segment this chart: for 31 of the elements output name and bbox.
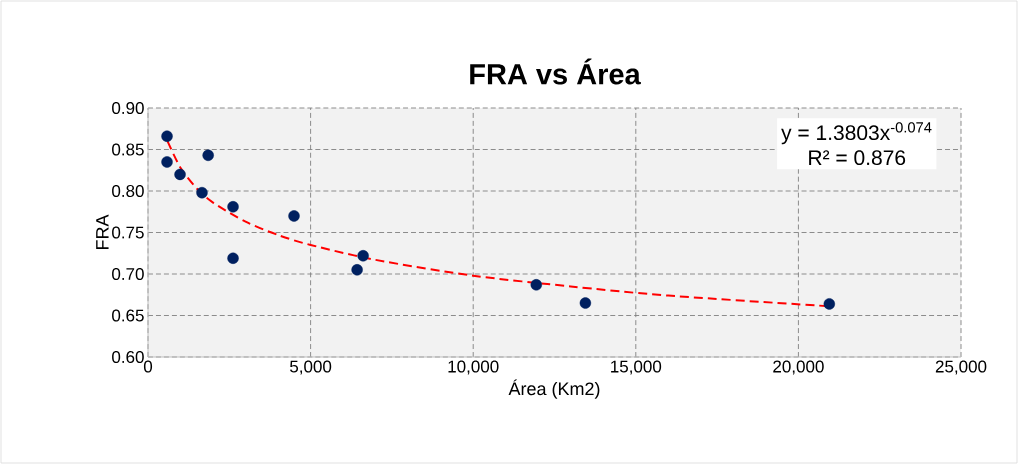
y-tick-label: 0.70	[112, 267, 144, 281]
point	[227, 201, 239, 213]
point	[351, 264, 363, 276]
y-tick-label: 0.65	[112, 309, 144, 322]
x-tick-label: 15,000	[611, 360, 662, 375]
point	[530, 279, 542, 291]
y-tick-label: 0.75	[112, 226, 144, 239]
x-tick-label: 20,000	[773, 360, 824, 375]
y-tick-label: 0.85	[112, 143, 144, 156]
point	[202, 149, 214, 162]
point	[161, 130, 173, 142]
y-tick-label: 0.90	[112, 101, 144, 115]
y-tick-label: 0.80	[112, 184, 144, 198]
x-tick-label: 0	[143, 360, 153, 373]
point	[579, 297, 592, 309]
x-axis-title: Área (Km2)	[508, 379, 600, 399]
chart-title: FRA vs Área	[470, 58, 641, 85]
point	[227, 252, 239, 264]
y-axis-title: FRA	[96, 214, 109, 250]
point	[357, 250, 369, 262]
annotation: R² = 0.876	[809, 150, 906, 166]
point	[288, 210, 300, 222]
point	[161, 156, 173, 168]
point	[174, 168, 186, 181]
annotation: y = 1.3803x$^{-0.074}$	[781, 122, 932, 145]
x-tick-label: 5,000	[290, 360, 332, 375]
point	[196, 186, 208, 199]
x-tick-label: 25,000	[935, 360, 987, 375]
point	[823, 298, 835, 310]
x-tick-label: 10,000	[448, 360, 499, 375]
y-tick-label: 0.60	[112, 350, 144, 364]
